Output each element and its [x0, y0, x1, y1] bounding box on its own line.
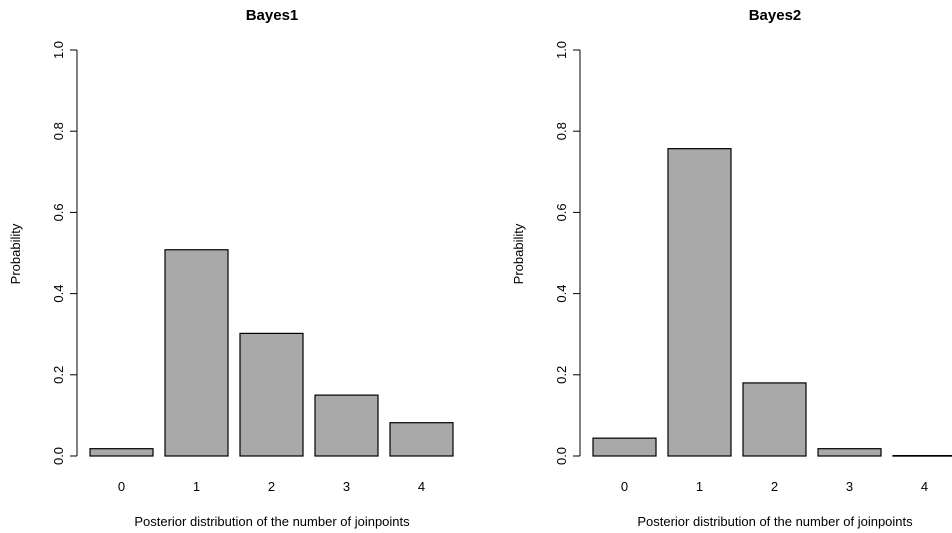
- y-tick-label: 0.2: [51, 366, 66, 384]
- x-tick-label: 3: [846, 479, 853, 494]
- y-tick-label: 1.0: [51, 41, 66, 59]
- y-tick-label: 0.8: [51, 122, 66, 140]
- x-tick-label: 1: [696, 479, 703, 494]
- bar-0: [592, 437, 657, 457]
- bar-3: [817, 448, 882, 457]
- x-tick-label: 2: [771, 479, 778, 494]
- bar-3: [314, 394, 379, 457]
- y-tick-label: 0.6: [554, 203, 569, 221]
- bar-4: [892, 454, 952, 457]
- y-tick-label: 0.8: [554, 122, 569, 140]
- chart-panel-bayes1: Bayes1 Probability Posterior distributio…: [8, 7, 454, 529]
- x-tick-label: 4: [921, 479, 928, 494]
- y-tick-label: 0.0: [554, 447, 569, 465]
- y-axis-ticks: 0.0 0.2 0.4 0.6 0.8 1.0: [554, 41, 580, 465]
- y-tick-label: 0.0: [51, 447, 66, 465]
- x-tick-label: 4: [418, 479, 425, 494]
- x-tick-label: 0: [118, 479, 125, 494]
- bar-4: [389, 422, 454, 457]
- chart-title: Bayes2: [749, 7, 802, 24]
- bars: [89, 249, 454, 457]
- x-tick-label: 3: [343, 479, 350, 494]
- x-axis-label: Posterior distribution of the number of …: [637, 514, 913, 529]
- y-tick-label: 0.2: [554, 366, 569, 384]
- bar-2: [239, 332, 304, 457]
- chart-panel-bayes2: Bayes2 Probability Posterior distributio…: [511, 7, 952, 529]
- y-tick-label: 1.0: [554, 41, 569, 59]
- x-tick-labels: 0 1 2 3 4: [621, 479, 928, 494]
- x-tick-label: 2: [268, 479, 275, 494]
- y-axis-label: Probability: [511, 223, 526, 284]
- y-tick-label: 0.4: [554, 285, 569, 303]
- bar-2: [742, 382, 807, 457]
- chart-title: Bayes1: [246, 7, 299, 24]
- x-tick-labels: 0 1 2 3 4: [118, 479, 425, 494]
- bar-1: [667, 148, 732, 457]
- y-axis-ticks: 0.0 0.2 0.4 0.6 0.8 1.0: [51, 41, 77, 465]
- bars: [592, 148, 952, 457]
- bar-0: [89, 448, 154, 457]
- y-tick-label: 0.6: [51, 203, 66, 221]
- y-tick-label: 0.4: [51, 285, 66, 303]
- x-tick-label: 0: [621, 479, 628, 494]
- x-axis-label: Posterior distribution of the number of …: [134, 514, 410, 529]
- bar-1: [164, 249, 229, 457]
- x-tick-label: 1: [193, 479, 200, 494]
- y-axis-label: Probability: [8, 223, 23, 284]
